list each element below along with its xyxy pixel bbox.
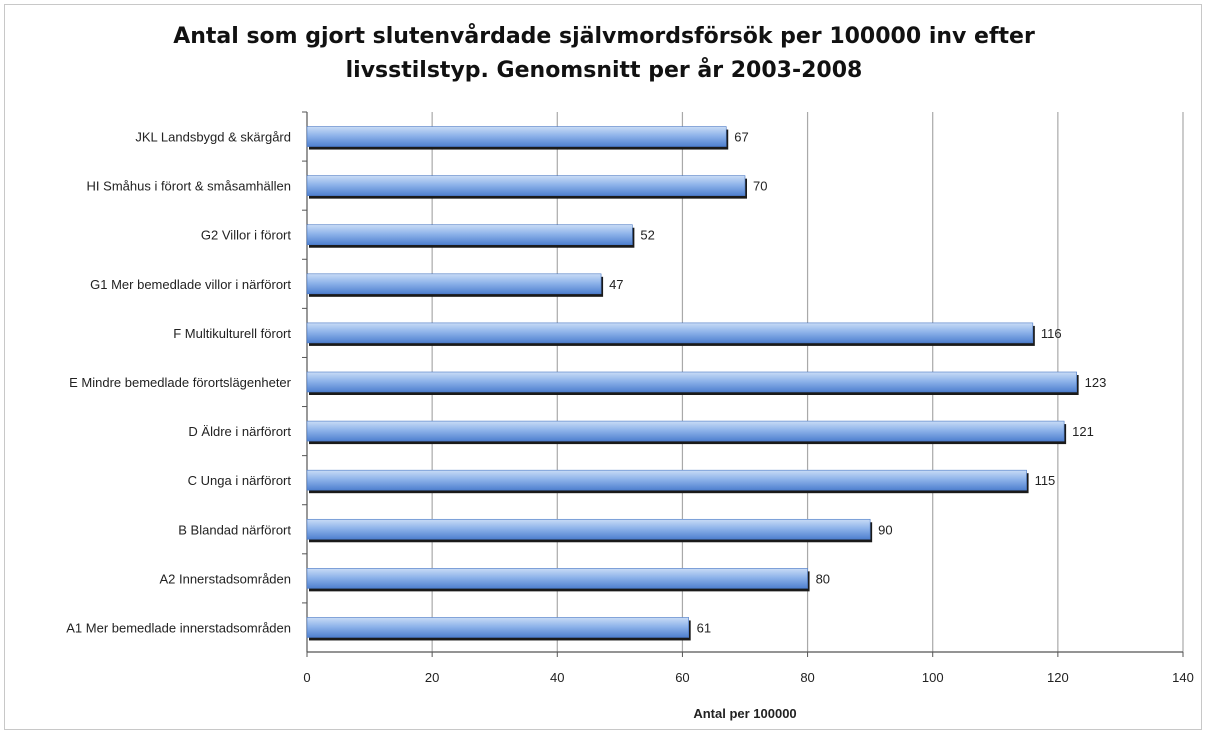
bar bbox=[306, 469, 1027, 491]
category-label: E Mindre bemedlade förortslägenheter bbox=[69, 375, 292, 390]
category-label: A1 Mer bemedlade innerstadsområden bbox=[66, 620, 291, 635]
category-label: F Multikulturell förort bbox=[173, 326, 291, 341]
value-label: 80 bbox=[816, 571, 830, 586]
value-label: 116 bbox=[1041, 326, 1062, 341]
chart-title: Antal som gjort slutenvårdade självmords… bbox=[0, 20, 1208, 88]
category-label: G1 Mer bemedlade villor i närförort bbox=[90, 277, 291, 292]
x-tick-label: 80 bbox=[800, 670, 814, 685]
bar bbox=[306, 371, 1077, 393]
x-tick-label: 100 bbox=[922, 670, 944, 685]
chart-frame bbox=[4, 4, 1202, 730]
value-label: 61 bbox=[697, 620, 711, 635]
value-label: 47 bbox=[609, 277, 623, 292]
x-tick-label: 140 bbox=[1172, 670, 1194, 685]
bar bbox=[306, 175, 746, 196]
bar bbox=[306, 518, 871, 540]
bar bbox=[306, 273, 602, 295]
x-tick-label: 40 bbox=[550, 670, 564, 685]
category-label: C Unga i närförort bbox=[188, 473, 292, 488]
value-label: 115 bbox=[1035, 473, 1056, 488]
value-label: 67 bbox=[734, 130, 748, 145]
category-label: JKL Landsbygd & skärgård bbox=[135, 130, 291, 145]
category-label: A2 Innerstadsområden bbox=[159, 571, 291, 586]
bar bbox=[306, 322, 1034, 344]
bar bbox=[306, 568, 808, 589]
x-tick-label: 20 bbox=[425, 670, 439, 685]
chart-title-line-2: livsstilstyp. Genomsnitt per år 2003-200… bbox=[345, 58, 863, 83]
value-label: 52 bbox=[640, 228, 654, 243]
bar bbox=[306, 420, 1065, 442]
category-label: D Äldre i närförort bbox=[188, 424, 291, 439]
category-label: B Blandad närförort bbox=[178, 522, 291, 537]
value-label: 70 bbox=[753, 179, 767, 194]
x-axis-label: Antal per 100000 bbox=[693, 706, 796, 721]
x-tick-label: 0 bbox=[303, 670, 310, 685]
value-label: 90 bbox=[878, 522, 892, 537]
category-label: HI Småhus i förort & småsamhällen bbox=[87, 179, 291, 194]
value-label: 121 bbox=[1072, 424, 1094, 439]
bar bbox=[306, 617, 689, 638]
chart-title-line-1: Antal som gjort slutenvårdade självmords… bbox=[173, 24, 1035, 49]
bar bbox=[306, 224, 633, 246]
value-label: 123 bbox=[1085, 375, 1107, 390]
bar bbox=[306, 126, 727, 147]
x-tick-label: 120 bbox=[1047, 670, 1069, 685]
x-tick-label: 60 bbox=[675, 670, 689, 685]
category-label: G2 Villor i förort bbox=[201, 228, 291, 243]
